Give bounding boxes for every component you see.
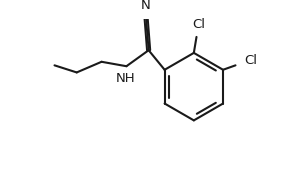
Text: NH: NH: [116, 71, 135, 84]
Text: Cl: Cl: [244, 54, 257, 67]
Text: Cl: Cl: [192, 18, 205, 31]
Text: N: N: [141, 0, 151, 12]
